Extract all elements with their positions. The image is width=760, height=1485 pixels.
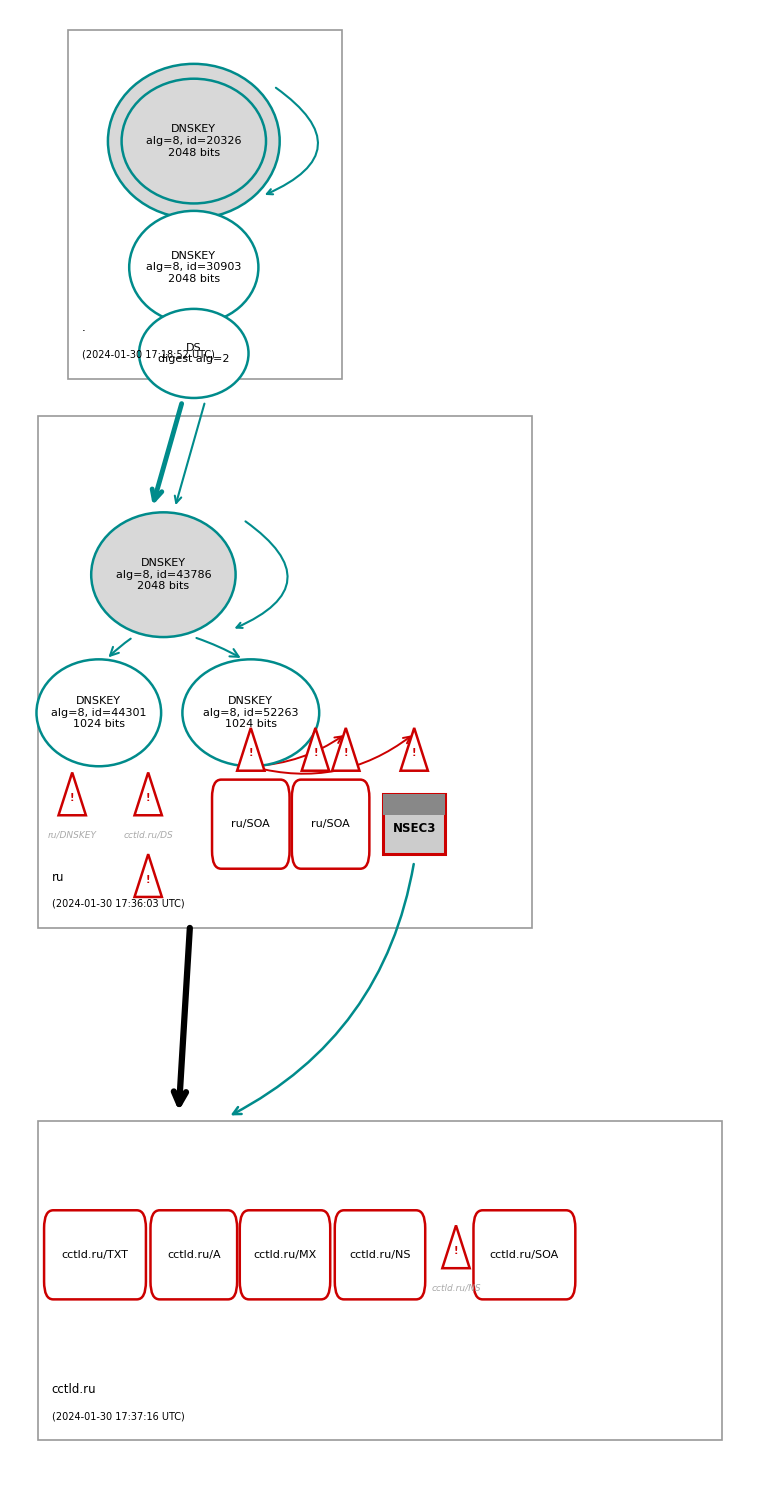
FancyBboxPatch shape: [38, 1121, 722, 1440]
Text: !: !: [454, 1246, 458, 1256]
Polygon shape: [442, 1225, 470, 1268]
Text: DNSKEY
alg=8, id=20326
2048 bits: DNSKEY alg=8, id=20326 2048 bits: [146, 125, 242, 157]
Text: cctld.ru/A: cctld.ru/A: [167, 1250, 220, 1259]
Text: ru/SOA: ru/SOA: [232, 820, 270, 829]
FancyBboxPatch shape: [150, 1210, 237, 1299]
Text: cctld.ru/TXT: cctld.ru/TXT: [62, 1250, 128, 1259]
FancyBboxPatch shape: [292, 780, 369, 869]
Text: ru: ru: [52, 870, 64, 884]
Text: ru/DNSKEY: ru/DNSKEY: [48, 830, 97, 839]
FancyBboxPatch shape: [68, 30, 342, 379]
Text: !: !: [344, 748, 348, 759]
Text: !: !: [249, 748, 253, 759]
Polygon shape: [302, 728, 329, 771]
Text: (2024-01-30 17:37:16 UTC): (2024-01-30 17:37:16 UTC): [52, 1411, 185, 1421]
Polygon shape: [135, 772, 162, 815]
Text: (2024-01-30 17:36:03 UTC): (2024-01-30 17:36:03 UTC): [52, 898, 185, 909]
Text: cctld.ru: cctld.ru: [52, 1383, 97, 1396]
Text: cctld.ru/DS: cctld.ru/DS: [123, 830, 173, 839]
Polygon shape: [332, 728, 359, 771]
Ellipse shape: [129, 211, 258, 324]
Text: cctld.ru/NS: cctld.ru/NS: [350, 1250, 410, 1259]
FancyBboxPatch shape: [383, 794, 445, 854]
Text: !: !: [412, 748, 416, 759]
FancyBboxPatch shape: [334, 1210, 426, 1299]
Text: DNSKEY
alg=8, id=43786
2048 bits: DNSKEY alg=8, id=43786 2048 bits: [116, 558, 211, 591]
Ellipse shape: [36, 659, 161, 766]
Polygon shape: [59, 772, 86, 815]
Polygon shape: [135, 854, 162, 897]
Text: !: !: [70, 793, 74, 803]
Text: ru/SOA: ru/SOA: [312, 820, 350, 829]
Text: .: .: [82, 321, 86, 334]
Text: cctld.ru/SOA: cctld.ru/SOA: [489, 1250, 559, 1259]
FancyBboxPatch shape: [44, 1210, 146, 1299]
Ellipse shape: [182, 659, 319, 766]
Text: !: !: [313, 748, 318, 759]
Text: DNSKEY
alg=8, id=52263
1024 bits: DNSKEY alg=8, id=52263 1024 bits: [203, 696, 299, 729]
Ellipse shape: [91, 512, 236, 637]
Text: DNSKEY
alg=8, id=44301
1024 bits: DNSKEY alg=8, id=44301 1024 bits: [51, 696, 147, 729]
Text: !: !: [146, 793, 150, 803]
Polygon shape: [237, 728, 264, 771]
Text: !: !: [146, 875, 150, 885]
Text: cctld.ru/NS: cctld.ru/NS: [431, 1283, 481, 1292]
Text: DS
digest alg=2: DS digest alg=2: [158, 343, 230, 364]
FancyBboxPatch shape: [383, 794, 445, 815]
Polygon shape: [401, 728, 428, 771]
Text: NSEC3: NSEC3: [392, 823, 436, 836]
Text: (2024-01-30 17:18:52 UTC): (2024-01-30 17:18:52 UTC): [82, 349, 215, 359]
Text: DNSKEY
alg=8, id=30903
2048 bits: DNSKEY alg=8, id=30903 2048 bits: [146, 251, 242, 284]
FancyBboxPatch shape: [38, 416, 532, 928]
FancyBboxPatch shape: [212, 780, 290, 869]
FancyBboxPatch shape: [240, 1210, 330, 1299]
Ellipse shape: [122, 79, 266, 203]
FancyBboxPatch shape: [473, 1210, 575, 1299]
Text: cctld.ru/MX: cctld.ru/MX: [253, 1250, 317, 1259]
Ellipse shape: [108, 64, 280, 218]
Ellipse shape: [139, 309, 249, 398]
